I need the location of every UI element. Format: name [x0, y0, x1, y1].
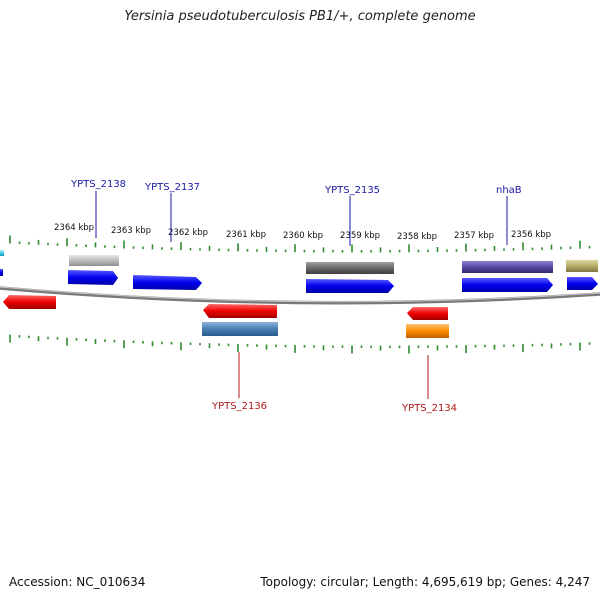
cds-arrow-forward[interactable] — [567, 277, 598, 290]
kbp-label: 2360 kbp — [283, 231, 323, 241]
gene-label-forward[interactable]: nhaB — [496, 185, 522, 196]
cds-arrow-forward[interactable] — [133, 275, 202, 290]
kbp-label: 2362 kbp — [168, 228, 208, 238]
cds-arrow-reverse[interactable] — [3, 295, 56, 309]
gene-label-reverse[interactable]: YPTS_2134 — [401, 403, 457, 414]
gene-label-reverse[interactable]: YPTS_2136 — [211, 401, 267, 412]
kbp-label: 2356 kbp — [511, 230, 551, 240]
gene-feature-orange[interactable] — [406, 324, 449, 338]
cds-arrow-forward[interactable] — [68, 270, 118, 285]
cds-arrow-forward[interactable] — [0, 269, 3, 276]
genome-stats-text: Topology: circular; Length: 4,695,619 bp… — [260, 575, 590, 589]
gene-label-forward[interactable]: YPTS_2137 — [144, 182, 200, 193]
accession-text: Accession: NC_010634 — [9, 575, 146, 589]
kbp-label: 2358 kbp — [397, 232, 437, 242]
kbp-label: 2361 kbp — [226, 230, 266, 240]
upper-tick-ring — [9, 235, 591, 253]
gene-feature-darkgray[interactable] — [306, 262, 394, 274]
map-title: Yersinia pseudotuberculosis PB1/+, compl… — [124, 9, 476, 24]
cds-arrow-forward[interactable] — [306, 279, 394, 293]
genome-backbone — [0, 286, 600, 305]
kbp-label: 2363 kbp — [111, 226, 151, 236]
lower-tick-ring — [9, 334, 591, 354]
gene-feature-olive[interactable] — [566, 260, 598, 272]
gene-label-forward[interactable]: YPTS_2138 — [70, 179, 126, 190]
kbp-label: 2364 kbp — [54, 223, 94, 233]
cds-arrow-reverse[interactable] — [407, 307, 448, 320]
cds-arrow-reverse[interactable] — [203, 304, 277, 318]
gene-feature-purple[interactable] — [462, 261, 553, 273]
kbp-label: 2359 kbp — [340, 231, 380, 241]
gene-feature-cyan[interactable] — [0, 250, 4, 256]
gene-feature-steelblue[interactable] — [202, 322, 278, 336]
kbp-label: 2357 kbp — [454, 231, 494, 241]
gene-label-forward[interactable]: YPTS_2135 — [324, 185, 380, 196]
genome-backbone-highlight — [0, 286, 600, 303]
cds-arrow-forward[interactable] — [462, 278, 553, 292]
gene-feature-gray[interactable] — [69, 255, 119, 266]
